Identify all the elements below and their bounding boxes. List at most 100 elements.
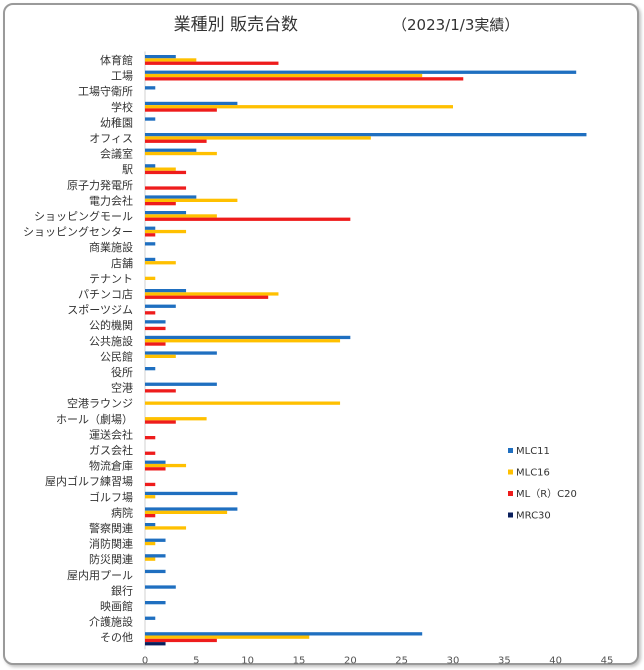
bar <box>145 186 187 190</box>
category-label: 映画館 <box>100 599 133 613</box>
bar <box>145 510 228 514</box>
bar <box>145 276 156 280</box>
category-label: 電力会社 <box>89 193 133 207</box>
category-label: 公民館 <box>100 349 133 363</box>
category-label: 役所 <box>111 365 133 379</box>
bar <box>145 420 176 424</box>
legend-swatch <box>508 512 513 518</box>
category-label: 消防関連 <box>89 537 133 551</box>
bar <box>145 339 341 343</box>
x-tick-label: 40 <box>549 655 562 666</box>
bar <box>145 195 197 199</box>
bar <box>145 289 187 293</box>
bar <box>145 491 238 496</box>
bar <box>145 320 166 324</box>
bar <box>145 292 279 296</box>
bar <box>145 148 197 152</box>
bar <box>145 585 176 589</box>
plot-area: 体育館工場工場守衛所学校幼稚園オフィス会議室駅原子力発電所電力会社ショッピングモ… <box>23 51 614 666</box>
bar <box>145 642 166 646</box>
legend-swatch <box>508 469 513 475</box>
category-label: 商業施設 <box>89 240 133 254</box>
bar <box>145 326 166 331</box>
bar <box>145 117 156 121</box>
bar <box>145 86 156 90</box>
category-label: ホール（劇場） <box>56 412 133 426</box>
bar <box>145 342 166 346</box>
bar <box>145 257 156 262</box>
legend-label: MLC11 <box>516 446 550 457</box>
legend-label: MRC30 <box>516 511 551 522</box>
category-label: 体育館 <box>100 53 133 67</box>
bar <box>145 601 166 605</box>
bar <box>145 635 310 639</box>
bar <box>145 105 453 109</box>
legend-swatch <box>508 491 513 496</box>
bar <box>145 202 176 206</box>
bar <box>145 554 166 558</box>
bar <box>145 167 176 171</box>
category-label: 病院 <box>111 505 133 519</box>
category-label: ショッピングモール <box>34 209 133 223</box>
chart-title: 業種別 販売台数 <box>174 15 298 35</box>
bar <box>145 367 156 371</box>
category-label: テナント <box>89 272 133 285</box>
bar <box>145 460 166 464</box>
category-label: 空港 <box>111 381 133 395</box>
x-tick-label: 25 <box>395 655 408 666</box>
legend-label: MLC16 <box>516 468 550 479</box>
bar <box>145 242 156 246</box>
bar <box>145 295 269 299</box>
bar <box>145 261 176 265</box>
bar <box>145 77 464 81</box>
bar <box>145 495 156 499</box>
category-label: 工場 <box>111 70 133 83</box>
category-label: 防災関連 <box>89 552 133 566</box>
bar <box>145 217 351 221</box>
bar <box>145 523 156 527</box>
bar <box>145 569 166 574</box>
bar <box>145 335 351 340</box>
chart-frame <box>3 3 639 665</box>
bar <box>145 451 156 455</box>
bar <box>145 351 217 355</box>
bar <box>145 482 156 487</box>
category-label: 工場守衛所 <box>78 84 133 98</box>
bar <box>145 304 176 308</box>
bar <box>145 211 187 215</box>
bar <box>145 557 156 561</box>
x-tick-label: 30 <box>447 655 460 666</box>
bar <box>145 526 187 530</box>
bar <box>145 58 197 62</box>
bar <box>145 538 166 542</box>
x-tick-label: 15 <box>293 655 306 666</box>
bar <box>145 226 156 230</box>
bar <box>145 514 156 518</box>
bar <box>145 311 156 315</box>
category-label: パチンコ店 <box>78 287 133 301</box>
bar <box>145 61 279 65</box>
category-label: 警察関連 <box>89 521 133 535</box>
legend-swatch <box>508 448 513 453</box>
bar <box>145 70 577 74</box>
bar <box>145 401 341 405</box>
chart-subtitle: （2023/1/3実績） <box>392 16 519 34</box>
bar <box>145 632 423 636</box>
category-label: 屋内ゴルフ練習場 <box>45 474 133 488</box>
category-label: ガス会社 <box>89 443 133 457</box>
x-tick-label: 45 <box>601 655 614 666</box>
bar <box>145 198 238 202</box>
category-label: 学校 <box>111 100 133 114</box>
legend-label: ML（R）C20 <box>516 488 577 500</box>
category-label: 空港ラウンジ <box>67 396 133 410</box>
category-label: 幼稚園 <box>100 116 133 129</box>
bar <box>145 233 156 237</box>
bar <box>145 139 207 143</box>
bar <box>145 436 156 440</box>
bar <box>145 151 217 156</box>
legend: MLC11 MLC16 ML（R）C20 MRC30 <box>508 446 577 522</box>
x-tick-label: 5 <box>193 655 199 666</box>
bar <box>145 389 176 393</box>
bar <box>145 507 238 511</box>
